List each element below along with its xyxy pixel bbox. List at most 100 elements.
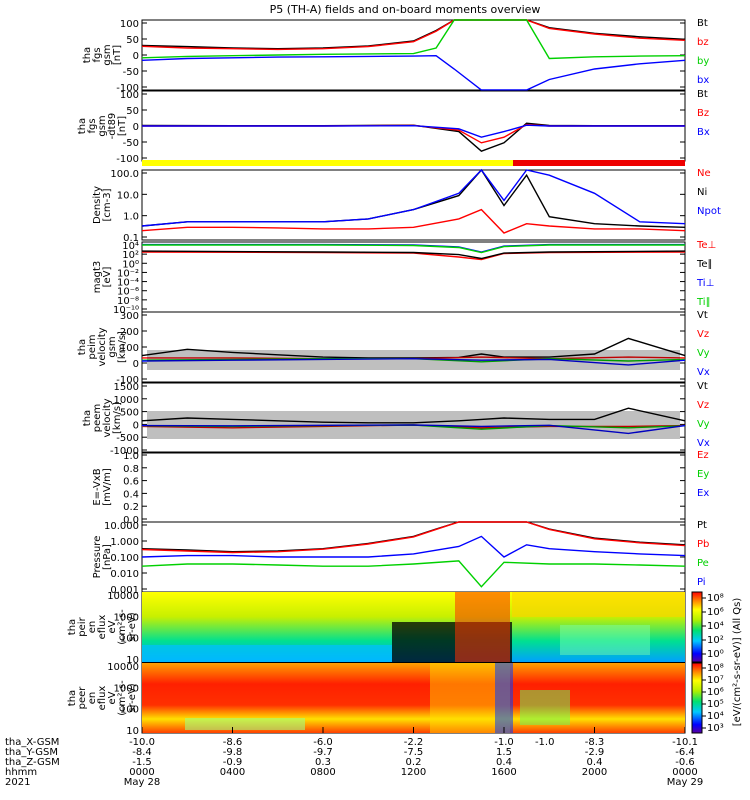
- series-Vt: [141, 407, 686, 424]
- y-axis-label: tha: [82, 47, 93, 63]
- legend-Vy: Vy: [697, 419, 710, 430]
- noise-band: [147, 350, 680, 370]
- series-Pb: [141, 521, 686, 554]
- y-axis-label: [cm-3]: [102, 188, 113, 221]
- y-tick-label: 0.2: [123, 502, 139, 513]
- colorbar-tick-label: 10⁸: [707, 663, 724, 674]
- panel-fgs-gsm: 100 50 0 -50 -100 tha fgs gsm [nT] Bt bz by bx: [82, 18, 709, 94]
- x-row-label: tha_Y-GSM: [5, 747, 58, 758]
- y-tick-label: 0: [133, 122, 139, 133]
- series-Te∥: [141, 250, 686, 260]
- legend-Vt: Vt: [697, 381, 708, 392]
- y-axis-label: [eV]: [102, 267, 113, 288]
- y-tick-label: 0.0: [123, 515, 139, 526]
- y-tick-label: 10²: [122, 250, 139, 261]
- z-gsm-value: 0.4: [587, 757, 603, 768]
- y-tick-label: 1000: [114, 683, 139, 694]
- y-axis-label: tha: [77, 118, 88, 134]
- y-axis-label: tha: [67, 690, 78, 706]
- panel-density: 100.0 10.0 1.0 0.1 Density [cm-3] Ne Ni Npot: [92, 168, 721, 244]
- y-tick-label: -50: [123, 67, 139, 78]
- y-gsm-value: -2.9: [585, 747, 605, 758]
- hhmm-value: 0000: [672, 767, 697, 778]
- y-tick-label: 10⁰: [122, 259, 139, 270]
- series-Vx: [141, 357, 686, 366]
- x-gsm-value: -8.6: [223, 737, 243, 748]
- y-axis-label: magt3: [92, 261, 103, 294]
- y-axis-label: Pressure: [92, 536, 103, 579]
- legend-Bt: Bt: [697, 18, 708, 29]
- y-axis-label: E=-VxB: [92, 468, 103, 505]
- legend-Ni: Ni: [697, 187, 707, 198]
- status-bar-red: [513, 160, 685, 166]
- series-by: [141, 19, 686, 60]
- legend-Ey: Ey: [697, 469, 709, 480]
- panel-pressure: 10.000 1.000 0.100 0.010 0.001 Pressure [nPa] P…: [92, 520, 709, 596]
- series-Vy: [141, 357, 686, 363]
- legend-Ne: Ne: [697, 168, 711, 179]
- series-Vx: [141, 424, 686, 435]
- legend-Ez: Ez: [697, 450, 709, 461]
- y-axis-label: Density: [92, 186, 103, 224]
- colorbar-tick-label: 10²: [707, 635, 724, 646]
- y-tick-label: 1000: [114, 612, 139, 623]
- y-gsm-value: -9.8: [223, 747, 243, 758]
- y-axis-label: peim: [87, 334, 98, 359]
- y-tick-label: -100: [116, 154, 139, 165]
- y-axis-label: [km/s]: [112, 402, 123, 434]
- colorbar-top: [691, 591, 703, 663]
- y-gsm-value: 1.5: [496, 747, 512, 758]
- y-axis-label: sr-eV): [127, 683, 138, 712]
- y-tick-label: 10: [126, 726, 139, 737]
- y-axis-label: [km/s]: [117, 331, 128, 363]
- status-bar-yellow: [142, 160, 513, 166]
- y-tick-label: 10.000: [104, 521, 139, 532]
- y-axis-label: peem: [92, 404, 103, 432]
- y-tick-label: 1500: [114, 382, 139, 393]
- y-tick-label: 10⁻¹⁰: [113, 305, 139, 316]
- y-axis-label: fgs: [92, 47, 103, 62]
- y-gsm-value: -8.4: [132, 747, 152, 758]
- x-gsm-value: -10.0: [129, 737, 155, 748]
- y-axis-label: -dt89: [107, 113, 118, 140]
- x-gsm-value: -6.0: [313, 737, 333, 748]
- y-tick-label: 10000: [107, 662, 139, 673]
- legend-Vx: Vx: [697, 438, 710, 449]
- y-tick-label: 10⁻⁸: [117, 296, 139, 307]
- legend-Vz: Vz: [697, 400, 709, 411]
- y-axis-label: tha: [77, 339, 88, 355]
- legend-Pe: Pe: [697, 558, 709, 569]
- y-gsm-value: -9.7: [313, 747, 333, 758]
- y-axis-label: eflux: [97, 615, 108, 640]
- z-gsm-value: 0.4: [496, 757, 512, 768]
- panel-fgs-gsm-dt: 100 50 0 -50 -100 tha fgs gsm -dt89 [nT] Bt Bz Bx: [77, 89, 710, 165]
- y-axis-label: tha: [82, 410, 93, 426]
- colorbar-tick-label: 10⁴: [707, 621, 724, 632]
- z-gsm-value: -0.9: [223, 757, 243, 768]
- series-Pe: [141, 560, 686, 588]
- z-gsm-value: -0.6: [675, 757, 695, 768]
- x-gsm-value: -1.0: [494, 737, 514, 748]
- y-axis-label: en: [87, 692, 98, 705]
- z-gsm-value: -1.5: [132, 757, 152, 768]
- legend-Vx: Vx: [697, 367, 710, 378]
- legend-Te⊥: Te⊥: [696, 240, 716, 251]
- y-tick-label: 0.4: [123, 489, 139, 500]
- legend-by: by: [697, 56, 709, 67]
- y-axis-label: gsm: [107, 336, 118, 357]
- y-tick-label: 100: [120, 705, 139, 716]
- colorbar-tick-label: 10⁷: [707, 675, 724, 686]
- series-Vz: [142, 356, 686, 360]
- y-tick-label: 200: [120, 327, 139, 338]
- colorbar-tick-label: 10⁵: [707, 699, 724, 710]
- colorbar-bottom: [691, 662, 703, 734]
- legend-Pb: Pb: [697, 539, 709, 550]
- colorbar-tick-label: 10³: [707, 723, 724, 734]
- y-tick-label: 1000: [114, 395, 139, 406]
- legend-Vt: Vt: [697, 310, 708, 321]
